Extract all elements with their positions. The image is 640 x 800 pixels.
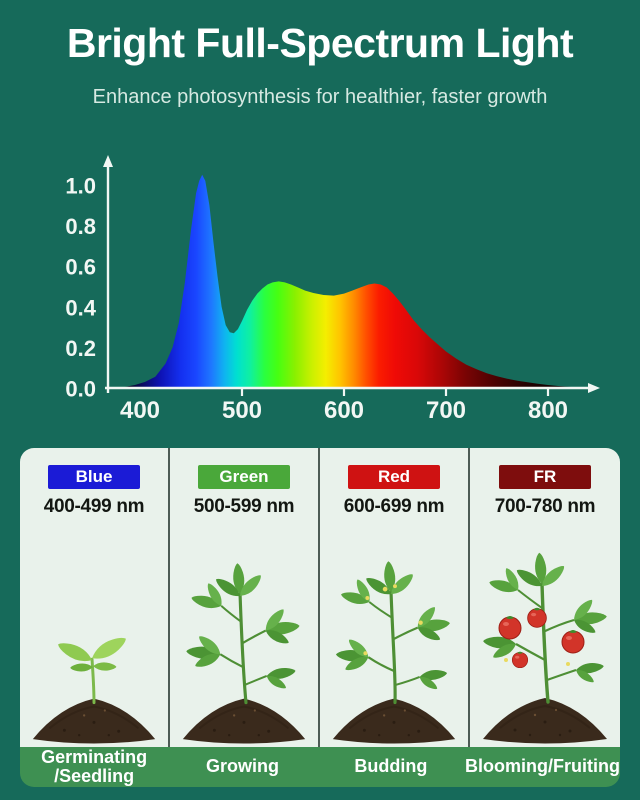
plant-illustration-growing <box>181 562 307 745</box>
svg-text:0.4: 0.4 <box>65 295 96 320</box>
svg-text:1.0: 1.0 <box>65 174 96 199</box>
range-fr: 700-780 nm <box>494 496 596 517</box>
svg-text:0.0: 0.0 <box>65 377 96 402</box>
column-green: Green 500-599 nm <box>170 448 320 747</box>
badge-green: Green <box>198 465 290 489</box>
svg-text:600: 600 <box>324 397 364 424</box>
plant-illustration-fruiting <box>482 552 608 745</box>
column-blue: Blue 400-499 nm <box>20 448 170 747</box>
plant-illustration-budding <box>331 560 457 745</box>
svg-text:0.8: 0.8 <box>65 214 96 239</box>
svg-text:700: 700 <box>426 397 466 424</box>
column-fr: FR 700-780 nm <box>470 448 620 747</box>
badge-fr: FR <box>499 465 591 489</box>
stage-label-growing: Growing <box>206 756 280 777</box>
stage-label-blooming: Blooming/Fruiting <box>465 756 620 777</box>
stage-label-budding: Budding <box>354 756 428 777</box>
page-title: Bright Full-Spectrum Light <box>66 20 574 66</box>
plant-illustration-seedling <box>31 632 157 745</box>
wavelength-panel: Blue 400-499 nm Green 500-599 nm <box>20 448 620 787</box>
range-red: 600-699 nm <box>343 496 445 517</box>
panel-body: Blue 400-499 nm Green 500-599 nm <box>20 448 620 747</box>
column-red: Red 600-699 nm <box>320 448 470 747</box>
subtitle: Enhance photosynthesis for healthier, fa… <box>92 86 548 108</box>
stage-label-germinating: Germinating /Seedling <box>41 746 148 786</box>
svg-text:500: 500 <box>222 397 262 424</box>
spectrum-chart: 400 500 600 700 800 1.0 0.8 0.6 0.4 0.2 0.0 <box>65 155 600 424</box>
svg-text:400: 400 <box>120 397 160 424</box>
stage-label-bar: Germinating /Seedling Growing Budding Bl… <box>20 747 620 787</box>
svg-text:0.6: 0.6 <box>65 255 96 280</box>
svg-text:0.2: 0.2 <box>65 336 96 361</box>
svg-text:800: 800 <box>528 397 568 424</box>
range-green: 500-599 nm <box>193 496 295 517</box>
range-blue: 400-499 nm <box>43 496 145 517</box>
badge-blue: Blue <box>48 465 140 489</box>
badge-red: Red <box>348 465 440 489</box>
